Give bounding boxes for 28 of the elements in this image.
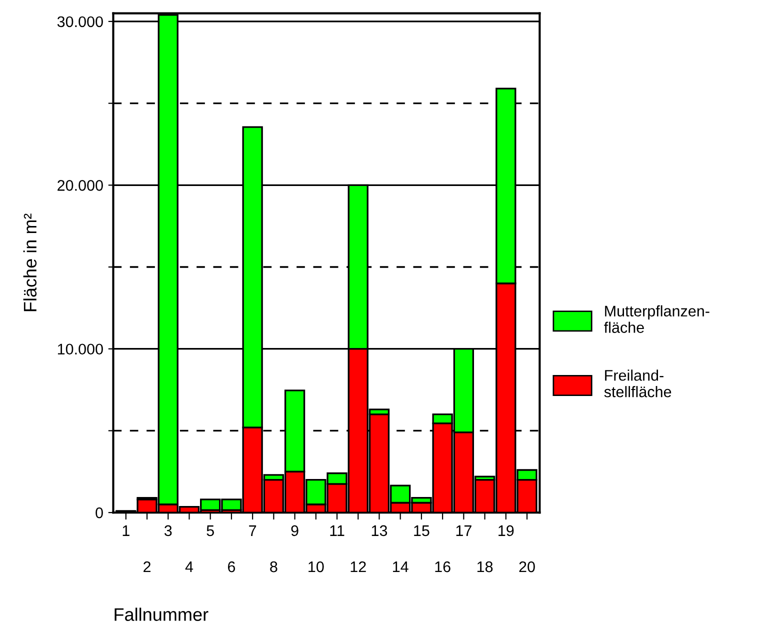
x-tick-label: 1	[122, 525, 130, 536]
x-tick-label: 11	[330, 525, 344, 536]
x-axis-title: Fallnummer	[114, 608, 208, 621]
x-tick-label: 10	[308, 561, 324, 572]
x-tick-label: 3	[164, 525, 172, 536]
x-tick-label: 2	[144, 561, 151, 572]
x-tick-label: 14	[393, 562, 408, 572]
x-tick-label: 17	[456, 525, 472, 536]
x-tick-label: 18	[477, 561, 493, 572]
x-tick-label: 20	[519, 561, 535, 572]
y-tick-label: 10.000	[58, 344, 103, 355]
y-tick-label: 0	[96, 507, 103, 518]
x-tick-label: 9	[291, 525, 298, 536]
x-tick-label: 13	[372, 525, 388, 536]
x-tick-label: 8	[270, 561, 278, 572]
y-axis-title: Fläche in m²	[23, 214, 37, 312]
x-tick-label: 4	[185, 562, 194, 572]
x-tick-label: 7	[249, 525, 256, 536]
legend-label: Mutterpflanzen- fläche	[604, 305, 710, 333]
legend-label: Freiland- stellfläche	[604, 370, 672, 398]
x-tick-label: 19	[498, 525, 514, 536]
x-tick-label: 16	[435, 561, 450, 572]
y-tick-label: 30.000	[57, 16, 103, 28]
y-tick-label: 20.000	[58, 180, 103, 191]
x-tick-label: 15	[414, 525, 430, 536]
x-tick-label: 5	[206, 525, 214, 536]
x-tick-label: 6	[228, 561, 236, 572]
x-tick-label: 12	[350, 561, 366, 572]
